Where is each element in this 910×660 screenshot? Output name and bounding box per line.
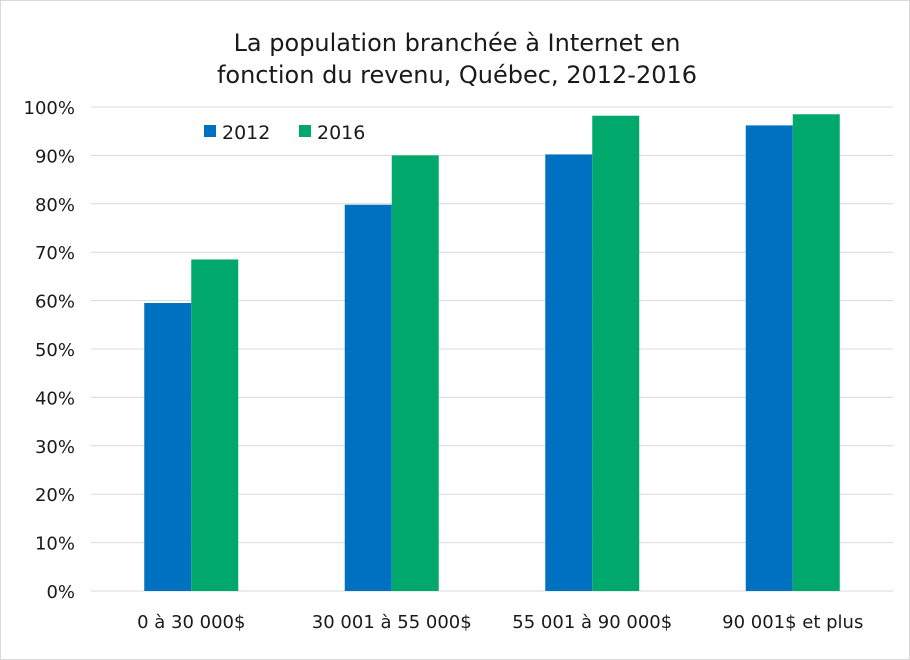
chart-title-line-2: fonction du revenu, Québec, 2012-2016	[217, 61, 697, 89]
y-tick-label: 30%	[35, 437, 75, 458]
legend-label: 2016	[317, 122, 365, 144]
legend-swatch-2016	[299, 125, 311, 137]
bar-2016-1	[391, 155, 439, 591]
y-tick-label: 90%	[35, 146, 75, 167]
bar-2016-0	[191, 259, 239, 591]
bar-2016-2	[592, 115, 640, 591]
y-tick-label: 0%	[46, 582, 75, 603]
bar-2012-0	[144, 303, 192, 591]
bar-2016-3	[792, 114, 840, 591]
legend: 2012 2016	[204, 122, 365, 144]
bar-2012-2	[545, 154, 593, 591]
y-tick-label: 100%	[24, 98, 75, 119]
x-axis-categories: 0 à 30 000$ 30 001 à 55 000$ 55 001 à 90 0…	[137, 612, 863, 633]
legend-swatch-2012	[204, 125, 216, 137]
y-tick-label: 70%	[35, 243, 75, 264]
x-category-label: 55 001 à 90 000$	[512, 612, 672, 633]
y-axis-ticks: 0% 10% 20% 30% 40% 50% 60% 70% 80% 90% 100%	[24, 98, 75, 603]
y-tick-label: 80%	[35, 195, 75, 216]
x-category-label: 30 001 à 55 000$	[312, 612, 472, 633]
chart-title-line-1: La population branchée à Internet en	[234, 29, 681, 57]
y-tick-label: 20%	[35, 485, 75, 506]
legend-label: 2012	[222, 122, 270, 144]
y-tick-label: 50%	[35, 340, 75, 361]
bars	[144, 114, 840, 591]
x-category-label: 90 001$ et plus	[722, 612, 863, 633]
bar-2012-1	[344, 204, 392, 591]
y-tick-label: 40%	[35, 388, 75, 409]
y-tick-label: 60%	[35, 292, 75, 313]
y-tick-label: 10%	[35, 534, 75, 555]
bar-2012-3	[745, 125, 793, 591]
x-category-label: 0 à 30 000$	[137, 612, 245, 633]
